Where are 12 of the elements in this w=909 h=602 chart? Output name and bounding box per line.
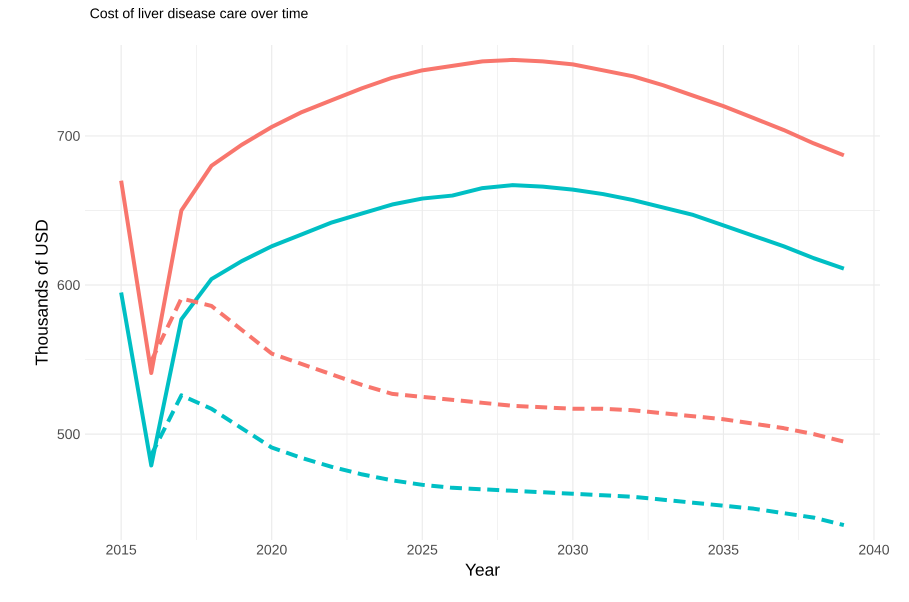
chart-title: Cost of liver disease care over time	[90, 8, 308, 18]
y-tick-label: 500	[58, 429, 80, 440]
y-tick-label: 600	[58, 280, 80, 290]
x-axis-title: Year	[465, 564, 500, 576]
y-tick-label: 700	[58, 130, 80, 141]
x-tick-label: 2035	[708, 544, 738, 555]
x-tick-label: 2025	[407, 544, 438, 555]
x-tick-label: 2015	[106, 544, 136, 555]
x-tick-label: 2030	[558, 544, 588, 555]
y-axis-title: Thousands of USD	[35, 220, 48, 366]
x-tick-label: 2040	[859, 544, 889, 555]
x-tick-label: 2020	[256, 544, 287, 555]
